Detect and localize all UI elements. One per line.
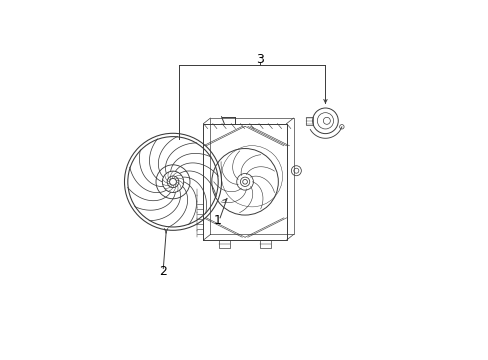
Bar — [260, 240, 271, 248]
Text: 3: 3 — [256, 53, 264, 66]
Text: 1: 1 — [213, 214, 221, 227]
Bar — [305, 117, 312, 125]
Bar — [218, 240, 229, 248]
Text: 2: 2 — [159, 265, 167, 278]
